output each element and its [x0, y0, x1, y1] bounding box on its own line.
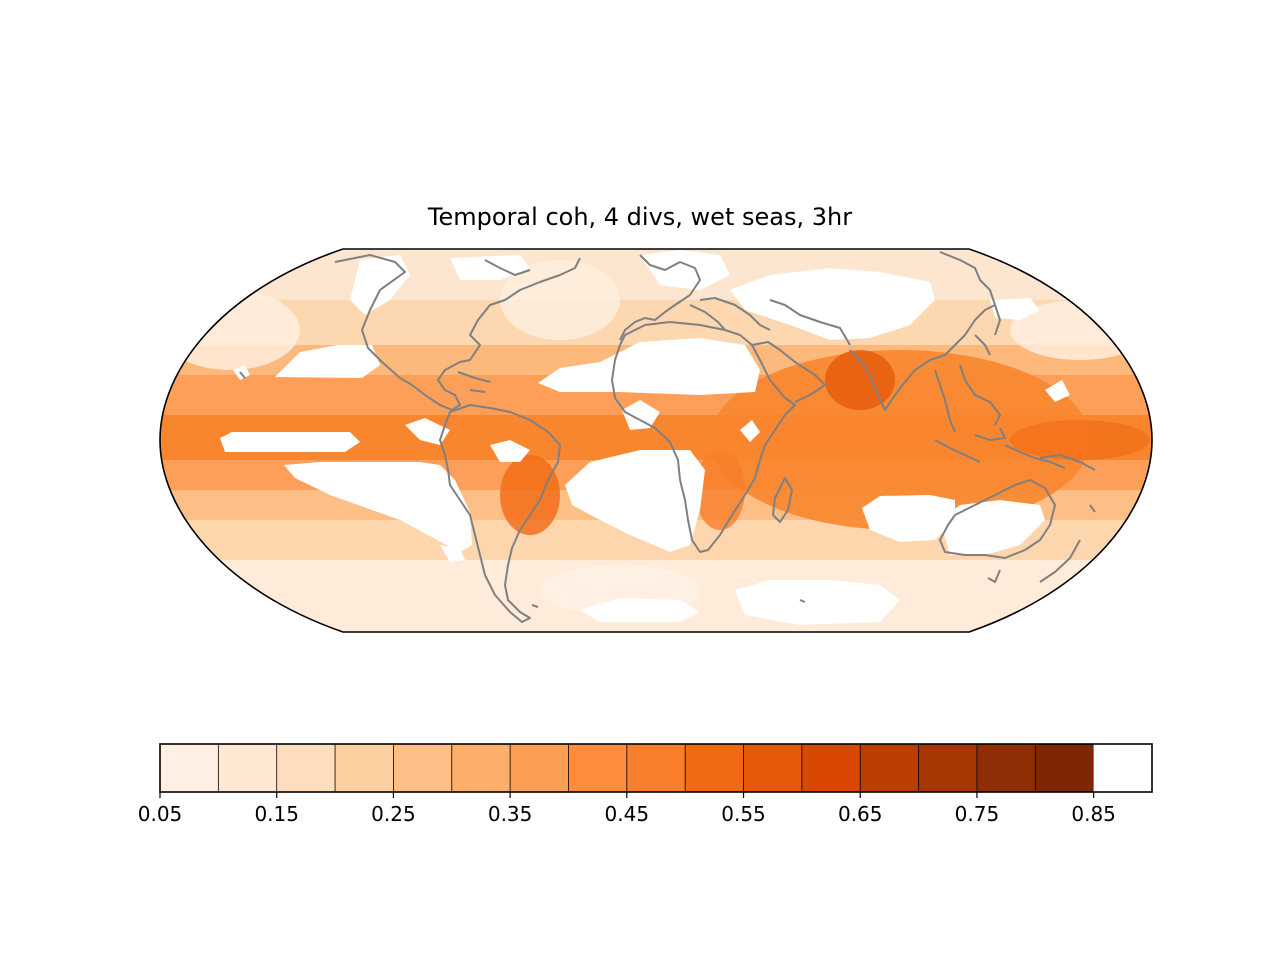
colorbar-cell — [685, 744, 744, 792]
colorbar-cell — [801, 744, 861, 792]
colorbar-cell — [743, 744, 802, 792]
map-boundary — [159, 248, 1153, 633]
colorbar-cell — [393, 744, 452, 792]
colorbar-tick-label: 0.45 — [604, 802, 650, 826]
colorbar-tick-label: 0.85 — [1071, 802, 1116, 826]
colorbar-cell — [568, 744, 627, 792]
colorbar-cell — [626, 744, 686, 792]
colorbar-cell — [1035, 744, 1094, 792]
missing-data-regions — [220, 250, 1070, 625]
colorbar-tick-label: 0.05 — [137, 802, 183, 826]
colorbar-cell — [451, 744, 511, 792]
map-title: Temporal coh, 4 divs, wet seas, 3hr — [427, 203, 853, 231]
colorbar-cell — [218, 744, 277, 792]
colorbar-cell — [160, 744, 219, 792]
coastlines — [239, 251, 1096, 623]
colorbar-frame — [159, 743, 1153, 793]
colorbar-tick-label: 0.25 — [371, 802, 416, 826]
colorbar-tick-label: 0.75 — [954, 802, 1000, 826]
colorbar-tick-label: 0.55 — [721, 802, 766, 826]
colorbar-cell — [510, 744, 569, 792]
colorbar-cell — [918, 744, 977, 792]
colorbar-cell — [860, 744, 919, 792]
colorbar-cell — [335, 744, 394, 792]
colorbar-cell — [276, 744, 336, 792]
colorbar-tick-label: 0.65 — [837, 802, 883, 826]
colorbar-cell — [976, 744, 1036, 792]
colorbar-tick-label: 0.15 — [254, 802, 299, 826]
colorbar-tick-label: 0.35 — [487, 802, 533, 826]
